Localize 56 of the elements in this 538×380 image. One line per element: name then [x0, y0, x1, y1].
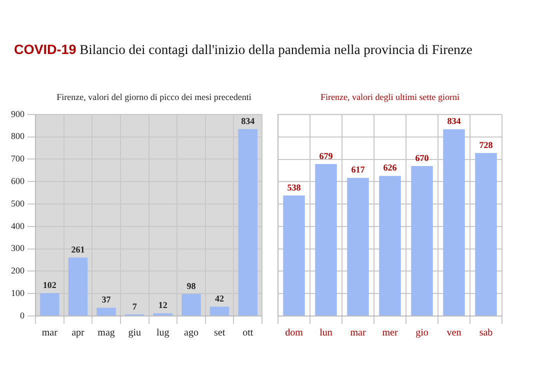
data-label: 670	[415, 152, 430, 163]
x-tick-label: lug	[156, 328, 170, 339]
chart-subtitle: Firenze, valori del giorno di picco dei mesi precedenti	[56, 92, 252, 104]
x-tick-label: gio	[416, 328, 428, 339]
bar	[182, 294, 201, 316]
bar	[443, 129, 465, 316]
y-tick-label: 300	[11, 243, 25, 254]
bar	[40, 293, 60, 316]
x-tick-label: giu	[128, 328, 141, 339]
bar	[347, 178, 369, 316]
x-tick-label: ott	[242, 328, 254, 339]
x-tick-label: mag	[98, 328, 115, 339]
bar	[210, 306, 230, 316]
bar	[411, 166, 433, 316]
data-label: 37	[102, 294, 112, 305]
bar	[283, 196, 305, 316]
y-tick-label: 500	[11, 198, 25, 208]
data-label: 834	[241, 116, 256, 126]
y-tick-label: 600	[11, 176, 25, 186]
x-tick-label: ago	[184, 328, 198, 339]
bar	[238, 129, 258, 316]
bar	[379, 176, 401, 316]
x-tick-label: apr	[72, 328, 86, 339]
chart-title: COVID-19 Bilancio dei contagi dall'inizio della pandemia nella provincia di Firenze	[14, 42, 472, 58]
data-label: 728	[479, 140, 494, 150]
y-tick-label: 0	[20, 310, 25, 320]
data-label: 617	[351, 164, 366, 175]
data-label: 42	[215, 293, 225, 304]
data-label: 102	[42, 280, 57, 290]
y-tick-label: 900	[11, 108, 25, 119]
x-tick-label: lun	[320, 328, 332, 339]
x-tick-label: dom	[285, 328, 304, 339]
x-tick-label: ven	[446, 328, 462, 339]
data-label: 98	[186, 280, 196, 291]
data-label: 261	[71, 244, 86, 254]
data-label: 834	[447, 116, 462, 126]
data-label: 12	[158, 300, 168, 310]
y-tick-label: 100	[11, 288, 25, 298]
data-label: 538	[287, 182, 302, 192]
x-tick-label: mar	[42, 328, 58, 339]
x-tick-label: set	[214, 328, 226, 339]
x-tick-label: mar	[350, 328, 366, 339]
bar	[96, 308, 116, 316]
x-tick-label: mer	[382, 328, 398, 339]
y-tick-label: 200	[11, 266, 25, 276]
data-label: 679	[319, 150, 334, 161]
bar	[475, 153, 497, 316]
bar	[68, 258, 88, 316]
data-label: 7	[132, 301, 138, 312]
y-tick-label: 700	[11, 154, 25, 164]
chart-subtitle: Firenze, valori degli ultimi sette giorni	[320, 92, 460, 104]
bar	[315, 164, 337, 316]
x-tick-label: sab	[479, 328, 493, 339]
y-tick-label: 800	[11, 131, 25, 142]
y-tick-label: 400	[11, 220, 25, 231]
data-label: 626	[383, 162, 398, 173]
